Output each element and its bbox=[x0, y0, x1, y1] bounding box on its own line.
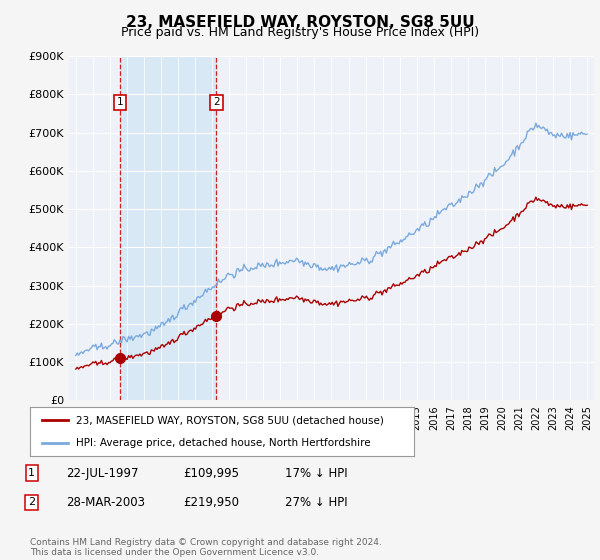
Text: 17% ↓ HPI: 17% ↓ HPI bbox=[285, 466, 347, 480]
Text: Contains HM Land Registry data © Crown copyright and database right 2024.
This d: Contains HM Land Registry data © Crown c… bbox=[30, 538, 382, 557]
Text: 1: 1 bbox=[116, 97, 123, 108]
Text: HPI: Average price, detached house, North Hertfordshire: HPI: Average price, detached house, Nort… bbox=[76, 438, 371, 448]
Text: 2: 2 bbox=[28, 497, 35, 507]
Text: 22-JUL-1997: 22-JUL-1997 bbox=[66, 466, 139, 480]
Text: 1: 1 bbox=[28, 468, 35, 478]
Text: 23, MASEFIELD WAY, ROYSTON, SG8 5UU: 23, MASEFIELD WAY, ROYSTON, SG8 5UU bbox=[125, 15, 475, 30]
Text: Price paid vs. HM Land Registry's House Price Index (HPI): Price paid vs. HM Land Registry's House … bbox=[121, 26, 479, 39]
Text: 27% ↓ HPI: 27% ↓ HPI bbox=[285, 496, 347, 509]
Text: £109,995: £109,995 bbox=[183, 466, 239, 480]
Text: 23, MASEFIELD WAY, ROYSTON, SG8 5UU (detached house): 23, MASEFIELD WAY, ROYSTON, SG8 5UU (det… bbox=[76, 416, 384, 426]
Text: £219,950: £219,950 bbox=[183, 496, 239, 509]
Text: 2: 2 bbox=[213, 97, 220, 108]
Text: 28-MAR-2003: 28-MAR-2003 bbox=[66, 496, 145, 509]
Bar bbox=[120, 56, 216, 400]
